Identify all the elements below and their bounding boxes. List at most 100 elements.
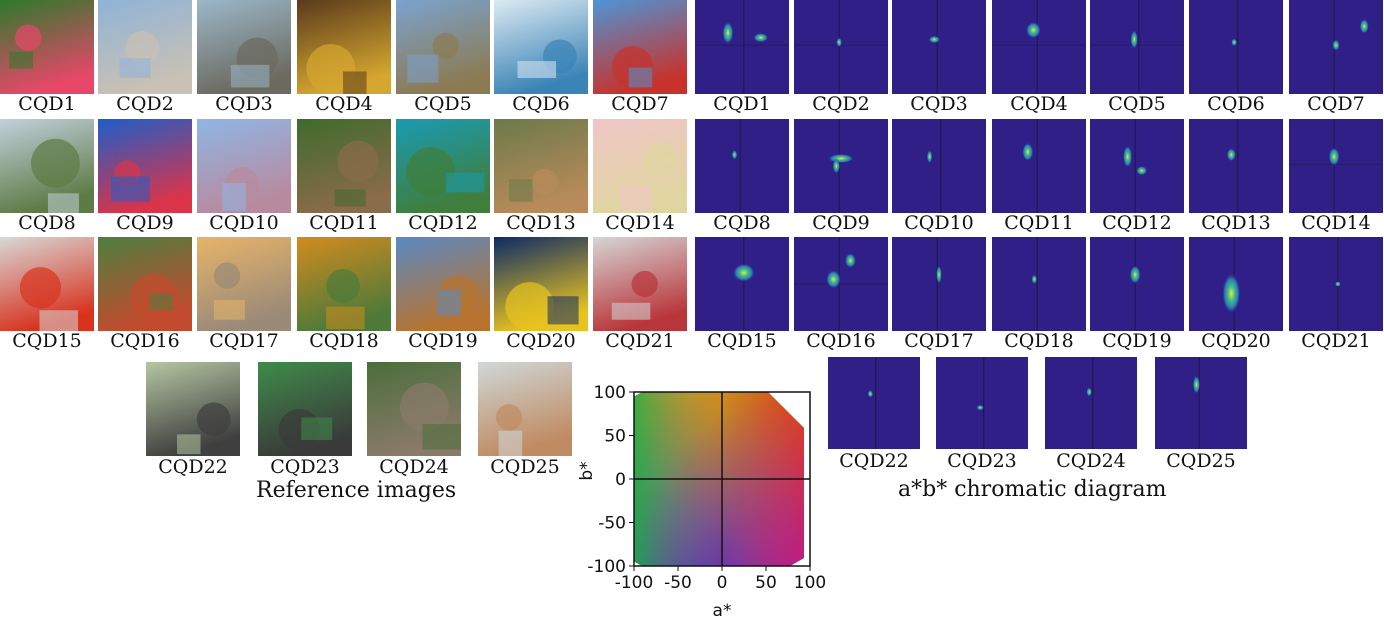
- chromatic-diagram-label: CQD20: [1201, 330, 1271, 352]
- x-tick-label: 50: [755, 573, 777, 593]
- reference-image-label: CQD3: [215, 93, 273, 115]
- chromatic-diagram-label: CQD11: [1004, 212, 1074, 234]
- reference-image-label: CQD19: [408, 330, 478, 352]
- chromatic-diagram-label: CQD25: [1166, 450, 1236, 472]
- chromatic-diagram-thumbnail: [828, 357, 920, 449]
- reference-image-label: CQD15: [12, 330, 82, 352]
- chromatic-diagram-label: CQD5: [1108, 93, 1166, 115]
- reference-image-thumbnail: [146, 362, 240, 456]
- chromatic-diagram-label: CQD4: [1010, 93, 1068, 115]
- reference-image-thumbnail: [297, 237, 391, 331]
- reference-image-thumbnail: [258, 362, 352, 456]
- reference-image-thumbnail: [0, 119, 94, 213]
- reference-image-thumbnail: [396, 237, 490, 331]
- x-axis-label: a*: [713, 601, 732, 621]
- reference-image-label: CQD18: [309, 330, 379, 352]
- chromatic-diagram-label: CQD1: [713, 93, 771, 115]
- chromatic-diagram-label: CQD2: [812, 93, 870, 115]
- chromatic-diagram-thumbnail: [695, 237, 789, 331]
- chromatic-diagram-thumbnail: [1289, 237, 1383, 331]
- chromatic-diagram-thumbnail: [794, 237, 888, 331]
- y-axis-label: b*: [577, 461, 597, 480]
- chromatic-diagram-thumbnail: [695, 0, 789, 94]
- reference-image-label: CQD9: [116, 212, 174, 234]
- chromatic-diagram-label: CQD21: [1301, 330, 1371, 352]
- reference-image-label: CQD16: [110, 330, 180, 352]
- reference-image-thumbnail: [396, 119, 490, 213]
- chromatic-diagram-thumbnail: [1090, 237, 1184, 331]
- chromatic-diagram-label: CQD14: [1301, 212, 1371, 234]
- chromatic-diagram-thumbnail: [1189, 119, 1283, 213]
- y-tick-label: 100: [594, 383, 626, 403]
- reference-image-label: CQD1: [18, 93, 76, 115]
- chromatic-diagram-label: CQD23: [947, 450, 1017, 472]
- chromatic-diagram-label: CQD22: [839, 450, 909, 472]
- reference-image-thumbnail: [297, 0, 391, 94]
- reference-image-thumbnail: [197, 119, 291, 213]
- chromatic-diagram-thumbnail: [794, 119, 888, 213]
- reference-image-label: CQD14: [605, 212, 675, 234]
- chromatic-diagram-thumbnail: [1189, 237, 1283, 331]
- reference-image-label: CQD17: [209, 330, 279, 352]
- reference-image-thumbnail: [197, 237, 291, 331]
- chart-plot-area: -100 -50 0 50 100 100 50 0 -50 -100 a* b*: [577, 383, 826, 621]
- chromatic-diagram-thumbnail: [1189, 0, 1283, 94]
- chromatic-diagram-thumbnail: [1289, 0, 1383, 94]
- chromatic-diagram-label: CQD3: [910, 93, 968, 115]
- reference-image-thumbnail: [593, 0, 687, 94]
- reference-image-thumbnail: [478, 362, 572, 456]
- chromatic-diagram-label: CQD6: [1207, 93, 1265, 115]
- chromatic-diagram-label: CQD10: [904, 212, 974, 234]
- reference-image-thumbnail: [494, 237, 588, 331]
- chromatic-diagram-thumbnail: [695, 119, 789, 213]
- reference-image-label: CQD24: [379, 456, 449, 478]
- chromatic-diagram-thumbnail: [1045, 357, 1137, 449]
- reference-image-label: CQD20: [506, 330, 576, 352]
- y-tick-label: -50: [598, 514, 626, 534]
- chromatic-diagram-label: CQD13: [1201, 212, 1271, 234]
- chromatic-diagram-caption: a*b* chromatic diagram: [898, 477, 1167, 502]
- reference-image-thumbnail: [494, 119, 588, 213]
- reference-images-caption: Reference images: [256, 478, 457, 503]
- reference-image-thumbnail: [494, 0, 588, 94]
- chromatic-diagram-thumbnail: [892, 119, 986, 213]
- chromatic-diagram-thumbnail: [936, 357, 1028, 449]
- chromatic-diagram-thumbnail: [992, 237, 1086, 331]
- reference-image-label: CQD22: [158, 456, 228, 478]
- chromatic-diagram-thumbnail: [892, 0, 986, 94]
- reference-image-label: CQD5: [414, 93, 472, 115]
- reference-image-thumbnail: [396, 0, 490, 94]
- chromatic-diagram-thumbnail: [892, 237, 986, 331]
- chromatic-diagram-label: CQD19: [1102, 330, 1172, 352]
- x-tick-label: -100: [615, 573, 654, 593]
- chromatic-diagram-label: CQD12: [1102, 212, 1172, 234]
- reference-image-label: CQD25: [490, 456, 560, 478]
- reference-image-thumbnail: [98, 237, 192, 331]
- reference-image-label: CQD21: [605, 330, 675, 352]
- reference-image-label: CQD6: [512, 93, 570, 115]
- x-tick-label: 0: [717, 573, 728, 593]
- chromatic-diagram-thumbnail: [1289, 119, 1383, 213]
- ab-colorspace-chart: -100 -50 0 50 100 100 50 0 -50 -100 a* b*: [570, 380, 830, 625]
- reference-image-thumbnail: [98, 119, 192, 213]
- reference-image-thumbnail: [197, 0, 291, 94]
- chromatic-diagram-thumbnail: [1090, 119, 1184, 213]
- chromatic-diagram-label: CQD7: [1307, 93, 1365, 115]
- reference-image-label: CQD8: [18, 212, 76, 234]
- reference-image-label: CQD23: [270, 456, 340, 478]
- reference-image-label: CQD12: [408, 212, 478, 234]
- chromatic-diagram-thumbnail: [992, 0, 1086, 94]
- reference-image-label: CQD13: [506, 212, 576, 234]
- chromatic-diagram-thumbnail: [992, 119, 1086, 213]
- x-tick-label: -50: [664, 573, 692, 593]
- reference-image-label: CQD10: [209, 212, 279, 234]
- reference-image-label: CQD7: [611, 93, 669, 115]
- chromatic-diagram-thumbnail: [794, 0, 888, 94]
- chromatic-diagram-label: CQD18: [1004, 330, 1074, 352]
- reference-image-label: CQD11: [309, 212, 379, 234]
- reference-image-thumbnail: [593, 237, 687, 331]
- reference-image-label: CQD2: [116, 93, 174, 115]
- reference-image-thumbnail: [297, 119, 391, 213]
- x-tick-label: 100: [794, 573, 826, 593]
- reference-image-label: CQD4: [315, 93, 373, 115]
